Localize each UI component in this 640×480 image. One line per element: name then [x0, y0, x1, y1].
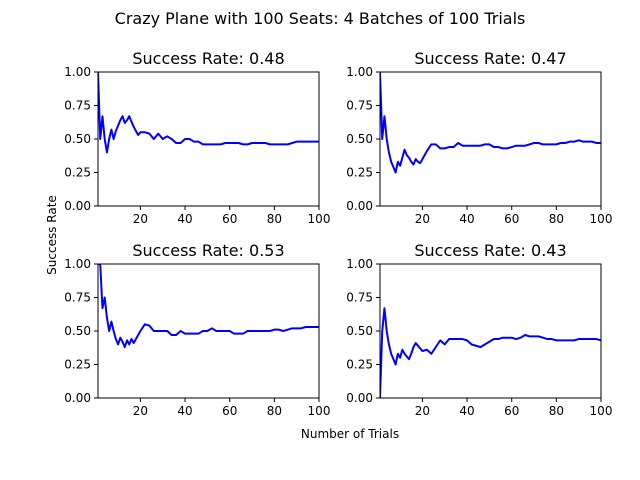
x-tick-label: 100	[308, 212, 331, 226]
x-tick-label: 80	[549, 212, 564, 226]
x-tick-label: 80	[267, 404, 282, 418]
y-tick-label: 1.00	[64, 65, 91, 79]
x-tick-label: 60	[222, 404, 237, 418]
y-tick-label: 0.00	[64, 391, 91, 405]
y-tick-label: 0.00	[346, 391, 373, 405]
x-axis-label: Number of Trials	[301, 427, 399, 441]
y-tick-label: 1.00	[346, 257, 373, 271]
subplot-1: Success Rate: 0.48 20 40 60 80 100 0.00 0.25 0.5…	[64, 49, 330, 226]
y-tick-label: 1.00	[346, 65, 373, 79]
axes-frame	[379, 71, 602, 207]
y-tick-label: 0.25	[64, 166, 91, 180]
subplot-title: Success Rate: 0.53	[132, 241, 284, 260]
x-tick-label: 40	[177, 212, 192, 226]
subplot-grid: Success Rate: 0.48 20 40 60 80 100 0.00 0.25 0.5…	[64, 49, 612, 418]
y-tick-label: 0.50	[346, 132, 373, 146]
y-tick-label: 1.00	[64, 257, 91, 271]
series-line	[380, 72, 601, 174]
subplot-title: Success Rate: 0.47	[414, 49, 566, 68]
x-tick-label: 20	[415, 212, 430, 226]
x-tick-label: 40	[177, 404, 192, 418]
y-tick-label: 0.00	[346, 199, 373, 213]
series-line	[380, 307, 601, 398]
series-line	[98, 72, 319, 154]
x-tick-label: 20	[133, 212, 148, 226]
x-tick-label: 40	[459, 212, 474, 226]
subplot-title: Success Rate: 0.48	[132, 49, 284, 68]
y-axis-label: Success Rate	[45, 195, 59, 275]
x-tick-label: 60	[504, 404, 519, 418]
x-tick-label: 100	[590, 212, 613, 226]
y-tick-label: 0.75	[346, 99, 373, 113]
y-tick-label: 0.25	[346, 358, 373, 372]
y-tick-label: 0.50	[346, 324, 373, 338]
x-tick-label: 60	[222, 212, 237, 226]
axes-frame	[97, 71, 320, 207]
subplot-3: Success Rate: 0.53 20 40 60 80 100 0.00 0.25 0.5…	[64, 241, 330, 418]
y-tick-label: 0.50	[64, 132, 91, 146]
x-tick-label: 80	[549, 404, 564, 418]
x-tick-label: 20	[415, 404, 430, 418]
x-tick-label: 100	[308, 404, 331, 418]
subplot-4: Success Rate: 0.43 20 40 60 80 100 0.00 0.25 0.5…	[346, 241, 612, 418]
x-tick-label: 100	[590, 404, 613, 418]
x-tick-label: 60	[504, 212, 519, 226]
figure-title: Crazy Plane with 100 Seats: 4 Batches of…	[115, 9, 526, 28]
y-tick-label: 0.75	[346, 291, 373, 305]
y-tick-label: 0.75	[64, 291, 91, 305]
y-tick-label: 0.25	[64, 358, 91, 372]
axes-frame	[379, 263, 602, 399]
y-tick-label: 0.00	[64, 199, 91, 213]
y-tick-label: 0.25	[346, 166, 373, 180]
y-tick-label: 0.75	[64, 99, 91, 113]
series-line	[98, 264, 319, 349]
subplot-title: Success Rate: 0.43	[414, 241, 566, 260]
x-tick-label: 80	[267, 212, 282, 226]
subplot-2: Success Rate: 0.47 20 40 60 80 100 0.00 0.25 0.5…	[346, 49, 612, 226]
x-tick-label: 40	[459, 404, 474, 418]
y-tick-label: 0.50	[64, 324, 91, 338]
x-tick-label: 20	[133, 404, 148, 418]
